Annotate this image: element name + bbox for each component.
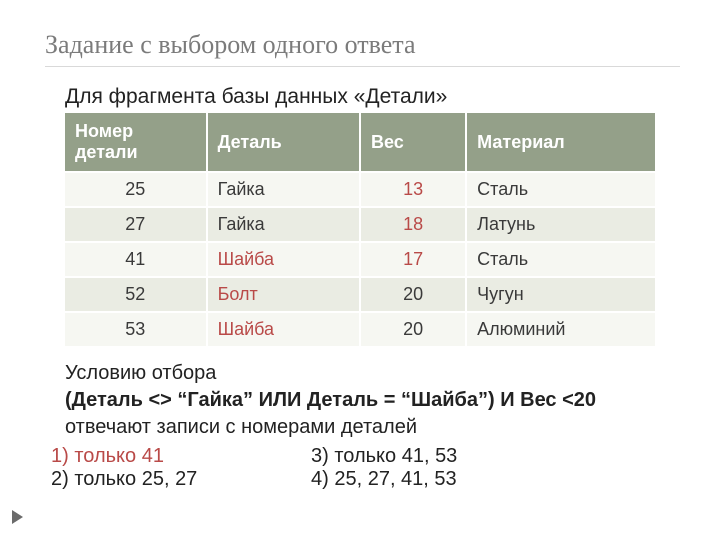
cell-material: Алюминий [466,312,655,347]
slide: Задание с выбором одного ответа Для фраг… [0,0,720,540]
data-table: Номер детали Деталь Вес Материал 25Гайка… [65,113,655,348]
cell-part: Шайба [207,312,360,347]
answer-option-4: 4) 25, 27, 41, 53 [311,468,457,491]
table-header-row: Номер детали Деталь Вес Материал [65,113,655,172]
table-row: 52Болт20Чугун [65,277,655,312]
play-marker-icon [12,510,23,524]
cell-number: 41 [65,242,207,277]
cell-number: 27 [65,207,207,242]
table-row: 25Гайка13Сталь [65,172,655,207]
col-header-weight: Вес [360,113,466,172]
cell-part: Гайка [207,207,360,242]
table-row: 27Гайка18Латунь [65,207,655,242]
cell-number: 52 [65,277,207,312]
cell-material: Латунь [466,207,655,242]
condition-line2: (Деталь <> “Гайка” ИЛИ Деталь = “Шайба”)… [65,387,680,414]
answers-block: 1) только 41 3) только 41, 53 2) только … [51,445,680,491]
cell-part: Шайба [207,242,360,277]
table-body: 25Гайка13Сталь27Гайка18Латунь41Шайба17Ст… [65,172,655,347]
answers-row-1: 1) только 41 3) только 41, 53 [51,445,680,468]
cell-weight: 18 [360,207,466,242]
answers-row-2: 2) только 25, 27 4) 25, 27, 41, 53 [51,468,680,491]
cell-part: Гайка [207,172,360,207]
answer-option-1: 1) только 41 [51,445,311,468]
prompt-text: Для фрагмента базы данных «Детали» [65,85,680,109]
cell-weight: 20 [360,312,466,347]
cell-material: Сталь [466,242,655,277]
col-header-part: Деталь [207,113,360,172]
table-row: 53Шайба20Алюминий [65,312,655,347]
col-header-number: Номер детали [65,113,207,172]
cell-number: 53 [65,312,207,347]
cell-weight: 20 [360,277,466,312]
cell-weight: 13 [360,172,466,207]
condition-line1: Условию отбора [65,360,680,387]
cell-weight: 17 [360,242,466,277]
slide-title: Задание с выбором одного ответа [45,30,680,67]
cell-number: 25 [65,172,207,207]
cell-material: Сталь [466,172,655,207]
condition-line3: отвечают записи с номерами деталей [65,414,680,441]
table-row: 41Шайба17Сталь [65,242,655,277]
condition-block: Условию отбора (Деталь <> “Гайка” ИЛИ Де… [65,360,680,441]
answer-option-2: 2) только 25, 27 [51,468,311,491]
answer-option-3: 3) только 41, 53 [311,445,457,468]
cell-material: Чугун [466,277,655,312]
cell-part: Болт [207,277,360,312]
col-header-material: Материал [466,113,655,172]
